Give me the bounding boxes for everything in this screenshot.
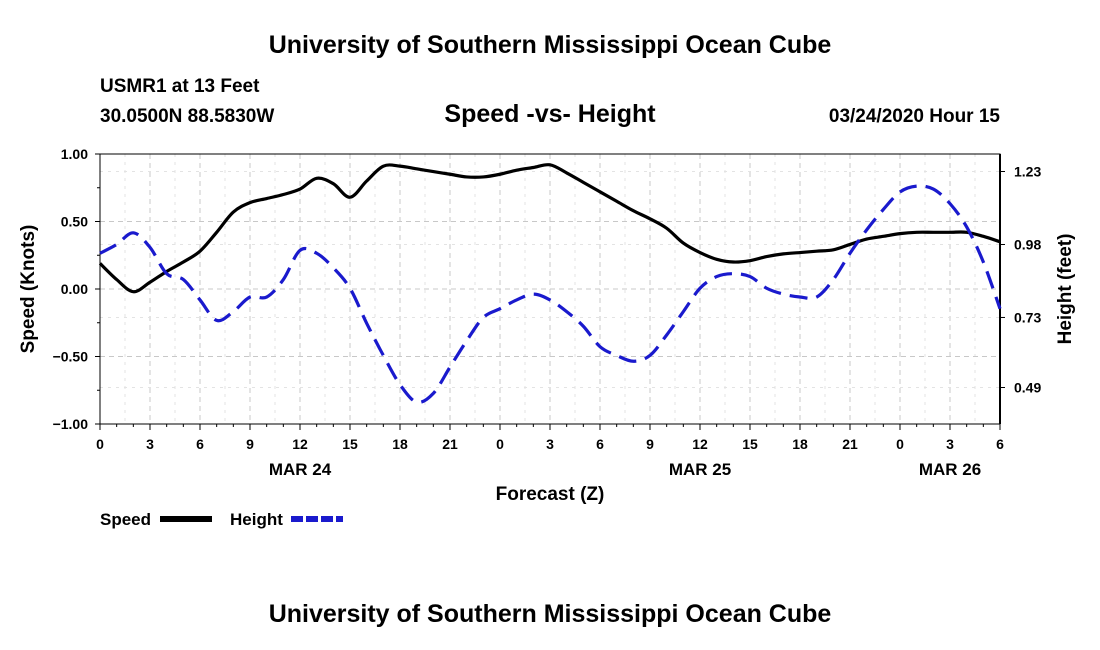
speed-series-line [98,163,1001,294]
x-tick-label: 21 [842,436,858,452]
x-tick-label: 21 [442,436,458,452]
y-tick-label: 0.00 [61,281,88,297]
x-tick-label: 3 [146,436,154,452]
page-title: University of Southern Mississippi Ocean… [268,31,832,59]
x-axis-title: Forecast (Z) [496,484,605,505]
date-label: MAR 26 [919,460,981,479]
y2-tick-label: 0.73 [1014,309,1041,325]
x-tick-label: 18 [392,436,408,452]
x-tick-label: 15 [342,436,358,452]
x-tick-label: 0 [496,436,504,452]
x-tick-label: 3 [546,436,554,452]
x-tick-label: 0 [96,436,104,452]
date-label: MAR 24 [269,460,332,479]
x-tick-label: 9 [246,436,254,452]
x-tick-label: 3 [946,436,954,452]
legend-height-label: Height [230,510,283,529]
y2-tick-label: 0.49 [1014,380,1041,396]
y-tick-label: −1.00 [53,416,89,432]
location-label: 30.0500N 88.5830W [100,106,275,127]
y2-tick-label: 1.23 [1014,164,1041,180]
x-tick-label: 6 [196,436,204,452]
y-tick-label: 1.00 [61,146,88,162]
y2-tick-label: 0.98 [1014,236,1041,252]
legend-speed-label: Speed [100,510,151,529]
footer-title: University of Southern Mississippi Ocean… [268,600,832,628]
x-tick-label: 12 [292,436,308,452]
y2-axis-title: Height (feet) [1055,234,1076,345]
x-tick-label: 9 [646,436,654,452]
x-tick-label: 12 [692,436,708,452]
datetime-label: 03/24/2020 Hour 15 [828,106,1000,127]
date-label: MAR 25 [669,460,731,479]
y-tick-label: 0.50 [61,214,88,230]
height-series-line [99,184,1002,404]
chart-title: Speed -vs- Height [444,100,656,128]
x-tick-label: 18 [792,436,808,452]
x-tick-label: 0 [896,436,904,452]
station-label: USMR1 at 13 Feet [100,76,260,97]
x-tick-label: 6 [596,436,604,452]
x-tick-label: 6 [996,436,1004,452]
y-tick-label: −0.50 [53,349,89,365]
y-axis-title: Speed (Knots) [18,225,39,354]
x-tick-label: 15 [742,436,758,452]
